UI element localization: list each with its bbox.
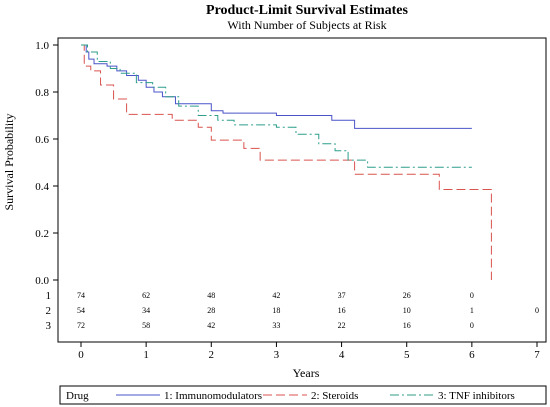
x-tick-label: 1 [143,349,149,361]
at-risk-value: 74 [77,291,85,300]
x-tick-label: 6 [469,349,475,361]
at-risk-table: 1 74 62 48 42 37 26 02 54 34 28 18 16 10 1 03 72 58 42 33 22… [46,290,540,332]
at-risk-value: 62 [142,291,150,300]
at-risk-value: 22 [338,321,346,330]
at-risk-value: 37 [338,291,346,300]
at-risk-group-label: 1 [46,290,52,302]
y-tick-label: 0.4 [35,181,49,193]
y-tick-label: 0.2 [35,228,49,240]
at-risk-value: 42 [272,291,280,300]
x-tick-label: 5 [404,349,410,361]
at-risk-value: 42 [207,321,215,330]
at-risk-value: 34 [142,306,150,315]
legend-label-1: 1: Immunomodulators [164,390,262,402]
y-axis-label: Survival Probability [2,114,16,211]
survival-curve-3 [81,44,472,168]
at-risk-value: 16 [403,321,411,330]
x-axis-label: Years [293,366,320,380]
at-risk-value: 0 [470,321,474,330]
legend: Drug 1: Immunomodulators 2: Steroids 3: TN… [59,385,547,405]
at-risk-value: 33 [272,321,280,330]
plot-frame [57,37,547,343]
at-risk-value: 18 [272,306,280,315]
legend-label-2: 2: Steroids [311,390,358,402]
at-risk-value: 1 [470,306,474,315]
y-tick-label: 0.8 [35,87,49,99]
at-risk-value: 54 [77,306,85,315]
chart-subtitle: With Number of Subjects at Risk [227,18,386,32]
legend-frame [59,385,547,405]
y-tick-label: 0.6 [35,134,49,146]
x-tick-label: 7 [534,349,540,361]
at-risk-group-label: 2 [46,305,52,317]
x-tick-label: 3 [274,349,280,361]
y-tick-label: 0.0 [35,275,49,287]
survival-curve-2 [81,44,492,280]
survival-curves [81,44,492,280]
at-risk-group-label: 3 [46,320,52,332]
legend-label-3: 3: TNF inhibitors [438,390,515,402]
at-risk-value: 72 [77,321,85,330]
at-risk-value: 0 [535,306,539,315]
at-risk-value: 28 [207,306,215,315]
x-axis: 0 1 2 3 4 5 6 7 [78,342,540,361]
at-risk-value: 10 [403,306,411,315]
x-tick-label: 2 [209,349,215,361]
at-risk-value: 0 [470,291,474,300]
chart-title: Product-Limit Survival Estimates [206,3,409,18]
at-risk-value: 26 [403,291,411,300]
at-risk-value: 58 [142,321,150,330]
x-tick-label: 0 [78,349,84,361]
at-risk-value: 16 [338,306,346,315]
y-tick-label: 1.0 [35,40,49,52]
survival-curve-1 [81,44,472,129]
x-tick-label: 4 [339,349,345,361]
at-risk-value: 48 [207,291,215,300]
legend-title: Drug [66,390,89,402]
y-axis: 0.0 0.2 0.4 0.6 0.8 1.0 [35,40,58,287]
